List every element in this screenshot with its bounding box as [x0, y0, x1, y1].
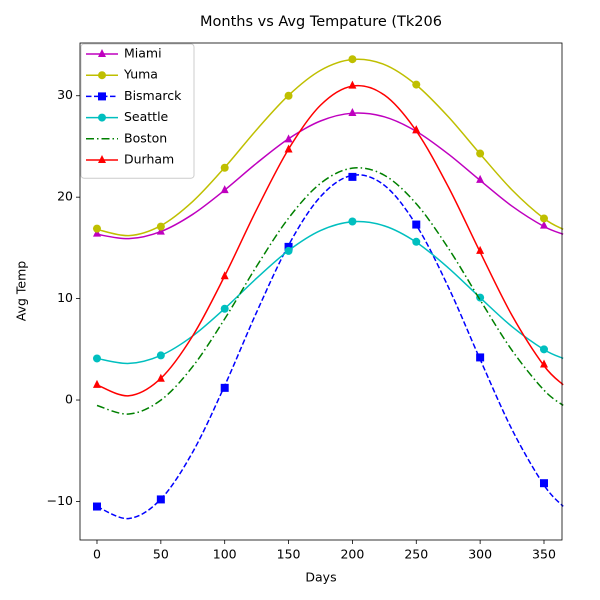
marker: [412, 237, 421, 246]
marker: [348, 172, 357, 181]
marker: [348, 217, 357, 226]
y-tick-label: 0: [65, 392, 73, 407]
legend-label: Bismarck: [124, 88, 182, 103]
fit-line: [96, 84, 564, 397]
y-tick-label: 20: [57, 189, 73, 204]
marker: [156, 222, 165, 231]
x-tick-label: 250: [404, 547, 428, 562]
legend-label: Seattle: [124, 109, 169, 124]
marker: [92, 502, 101, 511]
legend-label: Yuma: [123, 67, 158, 82]
fit-line: [96, 174, 564, 520]
fit-line: [96, 167, 564, 415]
x-tick-label: 150: [277, 547, 301, 562]
legend-label: Durham: [124, 152, 174, 167]
marker: [476, 174, 485, 183]
marker: [476, 353, 485, 362]
marker: [539, 220, 548, 229]
y-axis-label: Avg Temp: [14, 261, 29, 322]
marker: [92, 224, 101, 233]
legend-marker: [98, 92, 106, 101]
marker: [412, 220, 421, 229]
legend-marker: [98, 155, 106, 163]
fit-line: [96, 112, 564, 240]
marker: [156, 226, 165, 235]
x-tick-label: 350: [532, 547, 556, 562]
marker: [284, 91, 293, 100]
axes-frame: [79, 42, 563, 541]
marker: [92, 379, 101, 388]
marker: [348, 80, 357, 89]
marker: [220, 185, 229, 194]
marker: [220, 271, 229, 280]
x-tick-label: 0: [93, 547, 101, 562]
x-axis-label: Days: [305, 570, 336, 585]
y-tick-label: −10: [47, 493, 73, 508]
marker: [284, 144, 293, 153]
legend-box: [80, 43, 195, 179]
x-tick-label: 100: [213, 547, 237, 562]
marker: [539, 359, 548, 368]
marker: [539, 214, 548, 223]
marker: [284, 246, 293, 255]
x-tick-label: 200: [340, 547, 364, 562]
marker: [284, 242, 293, 251]
marker: [220, 383, 229, 392]
legend-label: Miami: [124, 46, 162, 61]
marker: [220, 163, 229, 172]
legend-marker: [98, 49, 106, 57]
marker: [412, 80, 421, 89]
marker: [284, 134, 293, 143]
x-tick-label: 50: [153, 547, 169, 562]
marker: [348, 107, 357, 116]
marker: [156, 495, 165, 504]
marker: [92, 228, 101, 237]
fit-line: [96, 220, 564, 365]
marker: [156, 351, 165, 360]
fit-line: [96, 58, 564, 237]
y-tick-label: 30: [57, 87, 73, 102]
marker: [539, 479, 548, 488]
legend-marker: [98, 71, 106, 80]
marker: [220, 304, 229, 313]
legend-label: Boston: [124, 130, 167, 145]
marker: [156, 373, 165, 382]
y-tick-label: 10: [57, 290, 73, 305]
marker: [539, 345, 548, 354]
legend-marker: [98, 113, 106, 122]
marker: [476, 245, 485, 254]
marker: [92, 354, 101, 363]
marker: [476, 149, 485, 158]
chart-title: Months vs Avg Tempature (Tk206: [200, 14, 442, 30]
marker: [348, 55, 357, 64]
marker: [412, 125, 421, 134]
x-tick-label: 300: [468, 547, 492, 562]
